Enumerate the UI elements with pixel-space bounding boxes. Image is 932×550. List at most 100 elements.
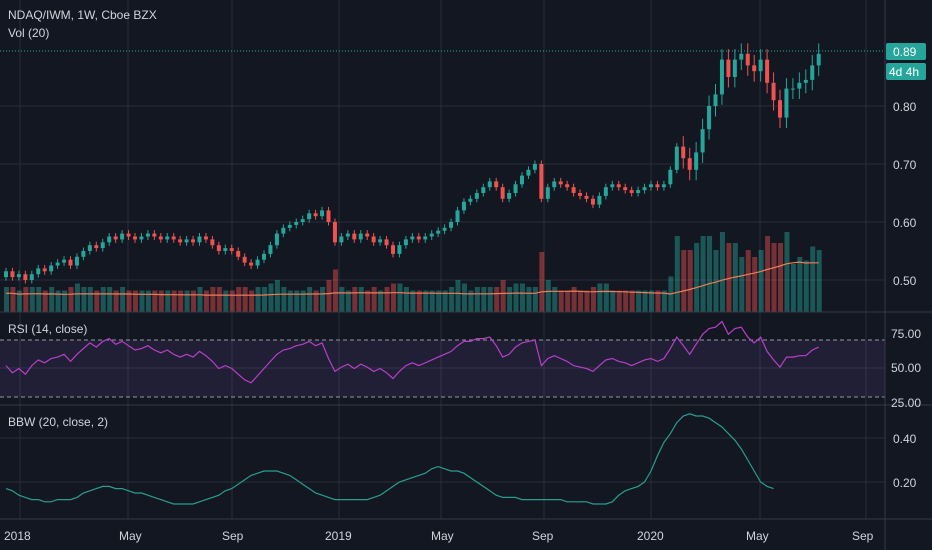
volume-bar	[81, 287, 87, 312]
volume-bar	[29, 287, 35, 312]
volume-bar	[49, 287, 55, 312]
symbol-title[interactable]: NDAQ/IWM, 1W, Cboe BZX	[8, 8, 157, 22]
candle-body	[558, 181, 563, 185]
volume-bar	[797, 257, 803, 312]
volume-bar	[726, 243, 732, 312]
candle-body	[345, 233, 350, 237]
volume-bar	[294, 290, 300, 312]
candle-body	[739, 53, 744, 60]
candle-body	[584, 195, 589, 199]
time-tick: 2019	[325, 529, 352, 543]
candle-body	[126, 233, 131, 237]
candle-body	[784, 88, 789, 118]
price-axis[interactable]: 0.50 0.60 0.70 0.80	[893, 100, 917, 288]
candle-body	[494, 181, 499, 188]
candle-body	[500, 187, 505, 199]
volume-bar	[403, 287, 409, 312]
candle-body	[384, 239, 389, 246]
volume-bar	[55, 290, 61, 312]
volume-bar	[320, 287, 326, 312]
volume-bar	[23, 287, 29, 312]
volume-bar	[610, 290, 616, 312]
volume-bar	[474, 287, 480, 312]
candle-body	[803, 79, 808, 83]
volume-bar	[203, 290, 209, 312]
rsi-line[interactable]	[5, 320, 819, 384]
volume-bar	[436, 290, 442, 312]
candle-body	[165, 236, 170, 240]
bbw-legend[interactable]: BBW (20, close, 2)	[8, 415, 108, 429]
candle-body	[397, 245, 402, 254]
candle-body	[455, 210, 460, 222]
volume-bar	[339, 287, 345, 312]
candle-body	[197, 236, 202, 243]
volume-bar	[249, 290, 255, 312]
candle-body	[55, 262, 60, 266]
bbw-axis[interactable]: 0.40 0.20	[893, 432, 917, 490]
countdown-label: 4d 4h	[889, 65, 919, 79]
volume-bar	[191, 290, 197, 312]
candle-body	[758, 59, 763, 72]
candle-body	[223, 248, 228, 251]
candle-body	[571, 187, 576, 193]
volume-bar	[178, 290, 184, 312]
candle-body	[107, 236, 112, 243]
candle-body	[442, 227, 447, 231]
volume-bar	[655, 290, 661, 312]
candle-body	[178, 239, 183, 243]
volume-bar	[623, 290, 629, 312]
volume-bar	[687, 250, 693, 312]
time-tick: Sep	[852, 529, 874, 543]
volume-bar	[326, 280, 332, 312]
volume-bar	[803, 260, 809, 312]
volume-bar	[745, 250, 751, 312]
volume-bar	[649, 290, 654, 312]
time-axis[interactable]: 2018 May Sep 2019 May Sep 2020 May Sep	[4, 529, 874, 543]
candle-body	[616, 184, 621, 188]
volume-bar	[616, 290, 622, 312]
candle-body	[687, 158, 692, 170]
rsi-axis[interactable]: 75.00 50.00 25.00	[891, 327, 921, 410]
candle-body	[403, 239, 408, 246]
candle-body	[810, 65, 815, 80]
price-tick: 0.60	[893, 216, 917, 230]
volume-bar	[36, 287, 42, 312]
volume-bar	[571, 287, 577, 312]
candle-body	[661, 184, 666, 188]
candle-body	[726, 59, 731, 77]
candle-body	[94, 245, 99, 249]
volume-bar	[255, 287, 261, 312]
candle-body	[752, 65, 757, 72]
price-tick: 0.70	[893, 158, 917, 172]
candle-body	[332, 222, 337, 243]
volume-bar	[223, 290, 229, 312]
candle-body	[352, 233, 357, 240]
volume-bar	[629, 290, 635, 312]
candle-body	[391, 245, 395, 254]
volume-bar	[365, 290, 371, 312]
candle-body	[42, 268, 47, 272]
candle-body	[629, 190, 634, 193]
volume-bar	[152, 290, 158, 312]
rsi-legend[interactable]: RSI (14, close)	[8, 322, 87, 336]
time-tick: 2020	[637, 529, 664, 543]
volume-bar	[197, 287, 203, 312]
candle-body	[416, 236, 421, 240]
candlestick-series[interactable]	[4, 43, 821, 284]
candle-body	[487, 181, 492, 188]
volume-bar	[313, 290, 319, 312]
volume-bar	[358, 287, 364, 312]
volume-bar	[520, 283, 525, 312]
candle-body	[300, 219, 305, 222]
candle-body	[578, 193, 583, 196]
bbw-line[interactable]	[5, 413, 774, 505]
volume-bar	[468, 290, 474, 312]
volume-bar	[642, 290, 648, 312]
candle-body	[649, 184, 653, 188]
volume-legend[interactable]: Vol (20)	[8, 26, 49, 40]
volume-bar	[126, 290, 132, 312]
volume-bar	[584, 290, 590, 312]
volume-bar	[739, 257, 745, 312]
volume-bar	[184, 290, 190, 312]
